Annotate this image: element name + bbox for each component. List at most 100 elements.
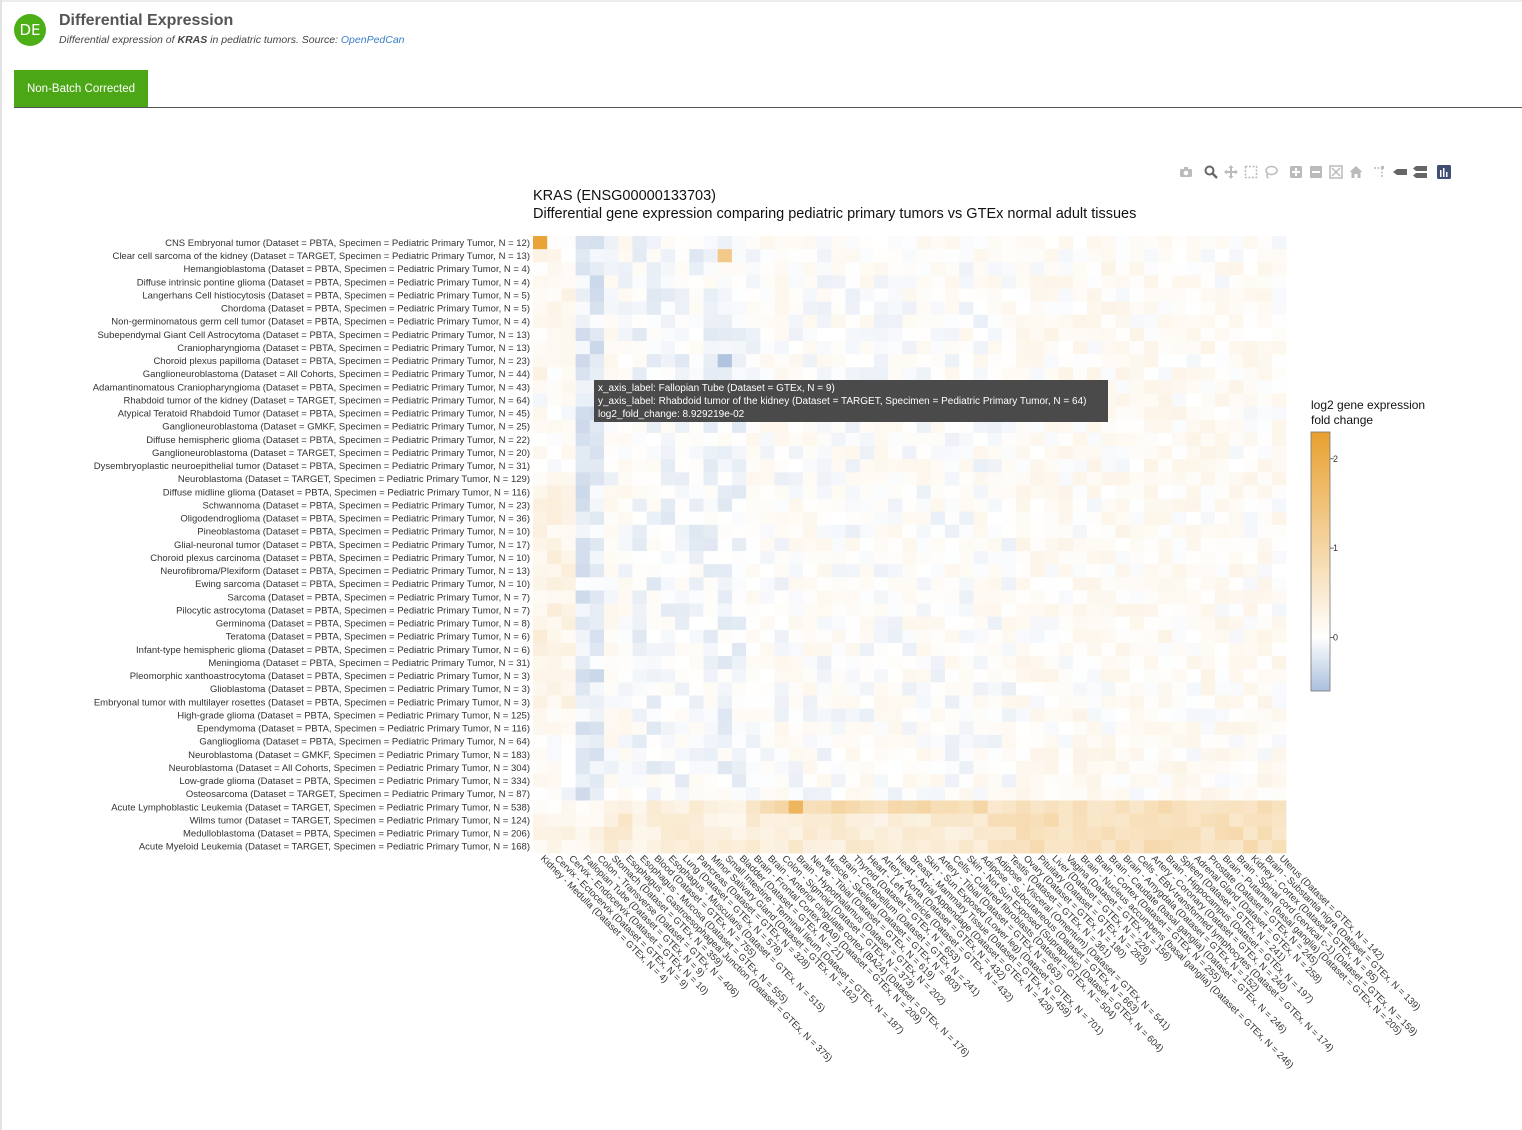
heatmap-cell[interactable] — [604, 669, 619, 683]
heatmap-cell[interactable] — [1115, 774, 1131, 788]
heatmap-cell[interactable] — [845, 695, 861, 709]
heatmap-cell[interactable] — [802, 249, 818, 263]
heatmap-cell[interactable] — [817, 354, 832, 368]
heatmap-cell[interactable] — [1186, 498, 1202, 513]
heatmap-cell[interactable] — [888, 616, 903, 631]
heatmap-cell[interactable] — [533, 367, 548, 381]
heatmap-cell[interactable] — [1229, 485, 1244, 499]
heatmap-cell[interactable] — [802, 537, 818, 552]
heatmap-cell[interactable] — [547, 747, 562, 762]
heatmap-cell[interactable] — [930, 288, 946, 303]
heatmap-cell[interactable] — [1129, 511, 1145, 526]
heatmap-cell[interactable] — [746, 288, 761, 303]
heatmap-cell[interactable] — [731, 629, 747, 644]
heatmap-cell[interactable] — [533, 564, 548, 578]
heatmap-cell[interactable] — [774, 734, 790, 749]
heatmap-cell[interactable] — [660, 682, 676, 696]
heatmap-cell[interactable] — [774, 472, 790, 486]
heatmap-cell[interactable] — [1158, 419, 1173, 434]
heatmap-cell[interactable] — [646, 826, 662, 841]
heatmap-cell[interactable] — [959, 288, 974, 303]
heatmap-cell[interactable] — [746, 747, 761, 762]
heatmap-cell[interactable] — [1257, 537, 1273, 552]
heatmap-cell[interactable] — [660, 826, 676, 841]
heatmap-cell[interactable] — [533, 236, 548, 250]
heatmap-cells[interactable] — [533, 236, 1287, 854]
heatmap-cell[interactable] — [959, 446, 974, 460]
heatmap-cell[interactable] — [845, 432, 861, 447]
heatmap-cell[interactable] — [675, 826, 690, 841]
heatmap-cell[interactable] — [1115, 577, 1131, 591]
heatmap-cell[interactable] — [561, 734, 577, 749]
heatmap-cell[interactable] — [888, 354, 903, 368]
heatmap-cell[interactable] — [589, 564, 605, 578]
heatmap-cell[interactable] — [1129, 577, 1145, 591]
heatmap-cell[interactable] — [703, 354, 719, 368]
heatmap-cell[interactable] — [1058, 734, 1074, 749]
heatmap-cell[interactable] — [916, 642, 932, 657]
heatmap-cell[interactable] — [1101, 629, 1116, 644]
heatmap-cell[interactable] — [689, 813, 704, 828]
heatmap-cell[interactable] — [618, 262, 633, 276]
heatmap-cell[interactable] — [1158, 708, 1173, 723]
heatmap-cell[interactable] — [788, 262, 804, 276]
heatmap-cell[interactable] — [817, 301, 832, 316]
heatmap-cell[interactable] — [1001, 616, 1017, 631]
heatmap-cell[interactable] — [1072, 695, 1088, 709]
heatmap-cell[interactable] — [1200, 708, 1216, 723]
heatmap-cell[interactable] — [1200, 393, 1216, 408]
heatmap-cell[interactable] — [1016, 813, 1031, 828]
heatmap-cell[interactable] — [1214, 354, 1230, 368]
heatmap-cell[interactable] — [1087, 327, 1102, 342]
heatmap-cell[interactable] — [802, 327, 818, 342]
heatmap-cell[interactable] — [561, 288, 577, 303]
heatmap-cell[interactable] — [845, 459, 861, 473]
heatmap-cell[interactable] — [589, 629, 605, 644]
heatmap-cell[interactable] — [1044, 708, 1060, 723]
heatmap-cell[interactable] — [1271, 275, 1287, 289]
heatmap-cell[interactable] — [632, 459, 648, 473]
heatmap-cell[interactable] — [1058, 485, 1074, 499]
heatmap-cell[interactable] — [1186, 839, 1202, 854]
heatmap-cell[interactable] — [1143, 380, 1159, 394]
heatmap-cell[interactable] — [859, 262, 875, 276]
heatmap-cell[interactable] — [1186, 616, 1202, 631]
heatmap-cell[interactable] — [1243, 275, 1258, 289]
heatmap-cell[interactable] — [589, 537, 605, 552]
heatmap-cell[interactable] — [1229, 747, 1244, 762]
heatmap-cell[interactable] — [760, 354, 775, 368]
heatmap-cell[interactable] — [1257, 669, 1273, 683]
heatmap-cell[interactable] — [1214, 642, 1230, 657]
heatmap-cell[interactable] — [916, 419, 932, 434]
heatmap-cell[interactable] — [1172, 839, 1187, 854]
heatmap-cell[interactable] — [1200, 419, 1216, 434]
heatmap-cell[interactable] — [788, 341, 804, 355]
heatmap-cell[interactable] — [817, 327, 832, 342]
heatmap-cell[interactable] — [731, 537, 747, 552]
heatmap-cell[interactable] — [788, 236, 804, 250]
heatmap-cell[interactable] — [703, 446, 719, 460]
heatmap-cell[interactable] — [547, 459, 562, 473]
heatmap-cell[interactable] — [646, 459, 662, 473]
heatmap-cell[interactable] — [817, 603, 832, 618]
heatmap-cell[interactable] — [703, 603, 719, 618]
heatmap-cell[interactable] — [632, 747, 648, 762]
heatmap-cell[interactable] — [1214, 839, 1230, 854]
heatmap-cell[interactable] — [746, 656, 761, 670]
heatmap-cell[interactable] — [1229, 511, 1244, 526]
heatmap-cell[interactable] — [1129, 446, 1145, 460]
heatmap-cell[interactable] — [930, 603, 946, 618]
heatmap-cell[interactable] — [717, 616, 733, 631]
heatmap-cell[interactable] — [703, 537, 719, 552]
heatmap-cell[interactable] — [1072, 734, 1088, 749]
heatmap-cell[interactable] — [802, 590, 818, 604]
heatmap-cell[interactable] — [1200, 642, 1216, 657]
heatmap-cell[interactable] — [646, 524, 662, 539]
heatmap-cell[interactable] — [533, 275, 548, 289]
heatmap-cell[interactable] — [1129, 695, 1145, 709]
heatmap-cell[interactable] — [987, 721, 1003, 736]
heatmap-cell[interactable] — [575, 813, 591, 828]
heatmap-cell[interactable] — [1257, 564, 1273, 578]
heatmap-cell[interactable] — [845, 590, 861, 604]
heatmap-cell[interactable] — [859, 590, 875, 604]
